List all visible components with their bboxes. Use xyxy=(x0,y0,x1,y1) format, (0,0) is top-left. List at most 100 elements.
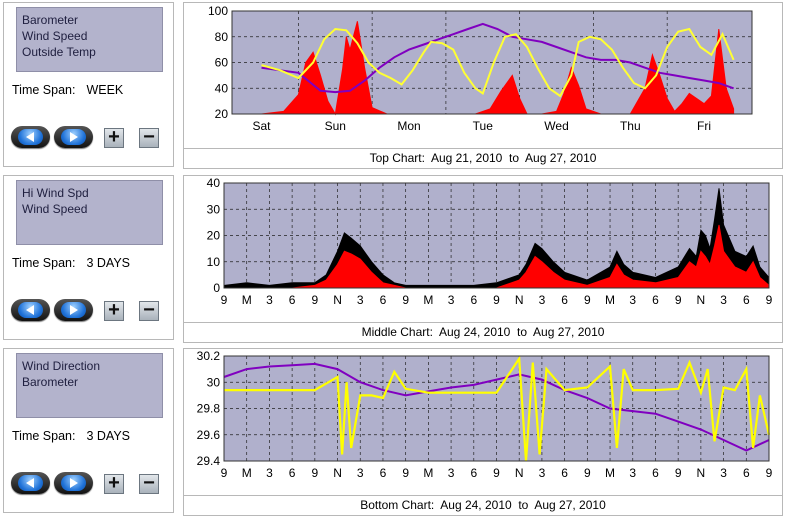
x-tick-label: M xyxy=(605,293,615,307)
x-tick-label: 9 xyxy=(402,466,409,480)
x-tick-label: 9 xyxy=(584,466,591,480)
list-item[interactable]: Wind Speed xyxy=(22,29,88,43)
bottom-chart-caption: Bottom Chart: Aug 24, 2010 to Aug 27, 20… xyxy=(183,495,783,516)
top-zoom-out-button[interactable]: − xyxy=(139,127,159,148)
list-item[interactable]: Outside Temp xyxy=(22,45,96,59)
top-chart: 20 40 60 80 100 Sat Sun Mon Tue Wed Thu Fri xyxy=(183,2,783,167)
x-tick-label: 6 xyxy=(289,293,296,307)
x-tick-label: N xyxy=(333,293,342,307)
x-tick-label: 9 xyxy=(766,466,773,480)
wind-speed-series xyxy=(224,224,770,289)
middle-control-panel: Hi Wind Spd Wind Speed Time Span: 3 DAYS … xyxy=(3,175,174,340)
top-time-span[interactable]: Time Span: WEEK xyxy=(12,83,123,97)
bottom-back-button[interactable] xyxy=(11,472,50,494)
x-tick-label: M xyxy=(423,293,433,307)
plot-frame xyxy=(223,182,770,289)
y-tick-label: 100 xyxy=(208,4,228,18)
top-back-button[interactable] xyxy=(11,126,50,148)
x-tick-label: 9 xyxy=(675,293,682,307)
list-item[interactable]: Hi Wind Spd xyxy=(22,186,89,200)
x-tick-label: 3 xyxy=(539,466,546,480)
x-tick-label: 9 xyxy=(221,293,228,307)
bottom-zoom-in-button[interactable]: + xyxy=(104,473,124,494)
x-tick-label: Sun xyxy=(325,119,346,133)
bottom-time-span[interactable]: Time Span: 3 DAYS xyxy=(12,429,130,443)
middle-time-span[interactable]: Time Span: 3 DAYS xyxy=(12,256,130,270)
y-tick-label: 80 xyxy=(215,30,229,44)
x-tick-label: M xyxy=(242,293,252,307)
x-tick-label: M xyxy=(242,466,252,480)
x-tick-label: 9 xyxy=(311,466,318,480)
x-tick-label: M xyxy=(605,466,615,480)
x-tick-label: 6 xyxy=(289,466,296,480)
top-control-panel: Barometer Wind Speed Outside Temp Time S… xyxy=(3,2,174,167)
x-tick-label: 9 xyxy=(311,293,318,307)
list-item[interactable]: Wind Direction xyxy=(22,359,101,373)
time-span-label: Time Span: xyxy=(12,83,76,97)
x-tick-label: 9 xyxy=(675,466,682,480)
x-tick-label: Wed xyxy=(544,119,568,133)
middle-forward-button[interactable] xyxy=(54,299,93,321)
x-tick-label: 6 xyxy=(380,293,387,307)
y-tick-label: 10 xyxy=(207,255,221,269)
y-tick-label: 0 xyxy=(213,281,220,295)
y-tick-label: 29.6 xyxy=(197,428,221,442)
barometer-series xyxy=(261,22,734,94)
list-item[interactable]: Barometer xyxy=(22,375,79,389)
y-tick-label: 60 xyxy=(215,56,229,70)
middle-chart-caption: Middle Chart: Aug 24, 2010 to Aug 27, 20… xyxy=(183,322,783,343)
top-zoom-in-button[interactable]: + xyxy=(104,127,124,148)
left-arrow-icon xyxy=(26,132,34,142)
x-tick-label: 6 xyxy=(380,466,387,480)
bottom-control-panel: Wind Direction Barometer Time Span: 3 DAY… xyxy=(3,348,174,513)
x-tick-label: 6 xyxy=(743,293,750,307)
x-tick-label: 6 xyxy=(561,293,568,307)
middle-chart: 0 10 20 30 40 9 M 3 6 9 N 3 6 9 M 3 6 9 N 3 6 9 M 3 6 9 N 3 6 9 xyxy=(183,175,783,340)
x-tick-label: 9 xyxy=(402,293,409,307)
x-tick-label: 3 xyxy=(266,466,273,480)
y-tick-label: 40 xyxy=(207,176,221,190)
x-tick-label: 9 xyxy=(221,466,228,480)
x-tick-label: 3 xyxy=(539,293,546,307)
left-arrow-icon xyxy=(26,305,34,315)
outside-temp-series xyxy=(261,27,735,98)
bottom-zoom-out-button[interactable]: − xyxy=(139,473,159,494)
x-tick-label: 9 xyxy=(584,293,591,307)
top-series-list[interactable]: Barometer Wind Speed Outside Temp xyxy=(16,7,163,72)
x-tick-label: 6 xyxy=(652,466,659,480)
x-tick-label: Thu xyxy=(620,119,641,133)
middle-zoom-out-button[interactable]: − xyxy=(139,300,159,321)
x-tick-label: N xyxy=(515,466,524,480)
x-tick-label: 9 xyxy=(766,293,773,307)
x-tick-label: 3 xyxy=(357,293,364,307)
x-tick-label: 3 xyxy=(448,293,455,307)
middle-back-button[interactable] xyxy=(11,299,50,321)
x-tick-label: 6 xyxy=(470,293,477,307)
list-item[interactable]: Barometer xyxy=(22,13,79,27)
x-tick-label: 6 xyxy=(652,293,659,307)
right-arrow-icon xyxy=(70,478,78,488)
middle-zoom-in-button[interactable]: + xyxy=(104,300,124,321)
y-tick-label: 30 xyxy=(207,202,221,216)
y-tick-label: 29.8 xyxy=(197,402,221,416)
x-tick-label: 3 xyxy=(720,293,727,307)
bottom-forward-button[interactable] xyxy=(54,472,93,494)
wind-direction-series xyxy=(224,355,771,462)
x-tick-label: 3 xyxy=(629,293,636,307)
plot-frame xyxy=(223,355,770,462)
top-chart-caption: Top Chart: Aug 21, 2010 to Aug 27, 2010 xyxy=(183,148,783,169)
y-tick-label: 20 xyxy=(207,229,221,243)
top-forward-button[interactable] xyxy=(54,126,93,148)
x-tick-label: 3 xyxy=(357,466,364,480)
time-span-value: WEEK xyxy=(86,83,124,97)
y-tick-label: 29.4 xyxy=(197,454,221,468)
x-tick-label: N xyxy=(697,293,706,307)
x-tick-label: N xyxy=(515,293,524,307)
bottom-series-list[interactable]: Wind Direction Barometer xyxy=(16,353,163,418)
x-tick-label: Fri xyxy=(697,119,711,133)
y-tick-label: 30.2 xyxy=(197,349,221,363)
x-tick-label: 3 xyxy=(720,466,727,480)
list-item[interactable]: Wind Speed xyxy=(22,202,88,216)
middle-series-list[interactable]: Hi Wind Spd Wind Speed xyxy=(16,180,163,245)
